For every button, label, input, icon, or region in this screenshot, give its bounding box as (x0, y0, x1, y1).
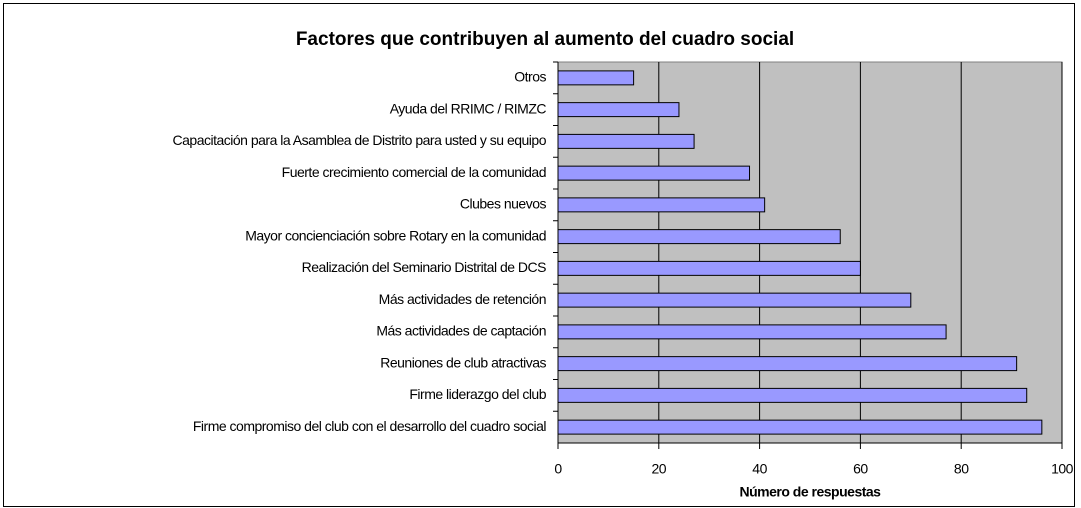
y-tick-label: Clubes nuevos (460, 196, 547, 212)
bar (557, 419, 1043, 435)
plot-area (557, 61, 1063, 444)
bar (557, 229, 841, 245)
bar (557, 356, 1018, 372)
y-tick-label: Mayor concienciación sobre Rotary en la … (245, 227, 546, 243)
bar (557, 324, 947, 340)
bar (557, 70, 635, 86)
bar (557, 197, 766, 213)
bar (557, 165, 751, 181)
bar (557, 260, 861, 276)
x-tick-label: 0 (554, 461, 562, 477)
x-axis-label: Número de respuestas (740, 484, 882, 500)
y-tick-label: Otros (514, 69, 546, 85)
y-tick-label: Reuniones de club atractivas (380, 354, 546, 370)
x-tick-label: 40 (752, 461, 767, 477)
x-tick-label: 60 (853, 461, 868, 477)
x-tick-label: 20 (652, 461, 667, 477)
y-tick-label: Ayuda del RRIMC / RIMZC (390, 100, 547, 116)
x-tick-label: 80 (954, 461, 969, 477)
y-tick-label: Firme compromiso del club con el desarro… (193, 418, 547, 434)
chart-title: Factores que contribuyen al aumento del … (296, 29, 794, 50)
y-tick-label: Capacitación para la Asamblea de Distrit… (173, 132, 547, 148)
y-tick-label: Más actividades de retención (379, 291, 546, 307)
bar (557, 292, 912, 308)
y-tick-label: Más actividades de captación (376, 323, 546, 339)
y-tick-label: Fuerte crecimiento comercial de la comun… (282, 164, 546, 180)
x-tick-label: 100 (1051, 461, 1074, 477)
y-tick-label: Firme liderazgo del club (409, 386, 546, 402)
y-tick-label: Realización del Seminario Distrital de D… (302, 259, 546, 275)
bar (557, 133, 695, 149)
bar (557, 387, 1028, 403)
bar (557, 102, 680, 118)
